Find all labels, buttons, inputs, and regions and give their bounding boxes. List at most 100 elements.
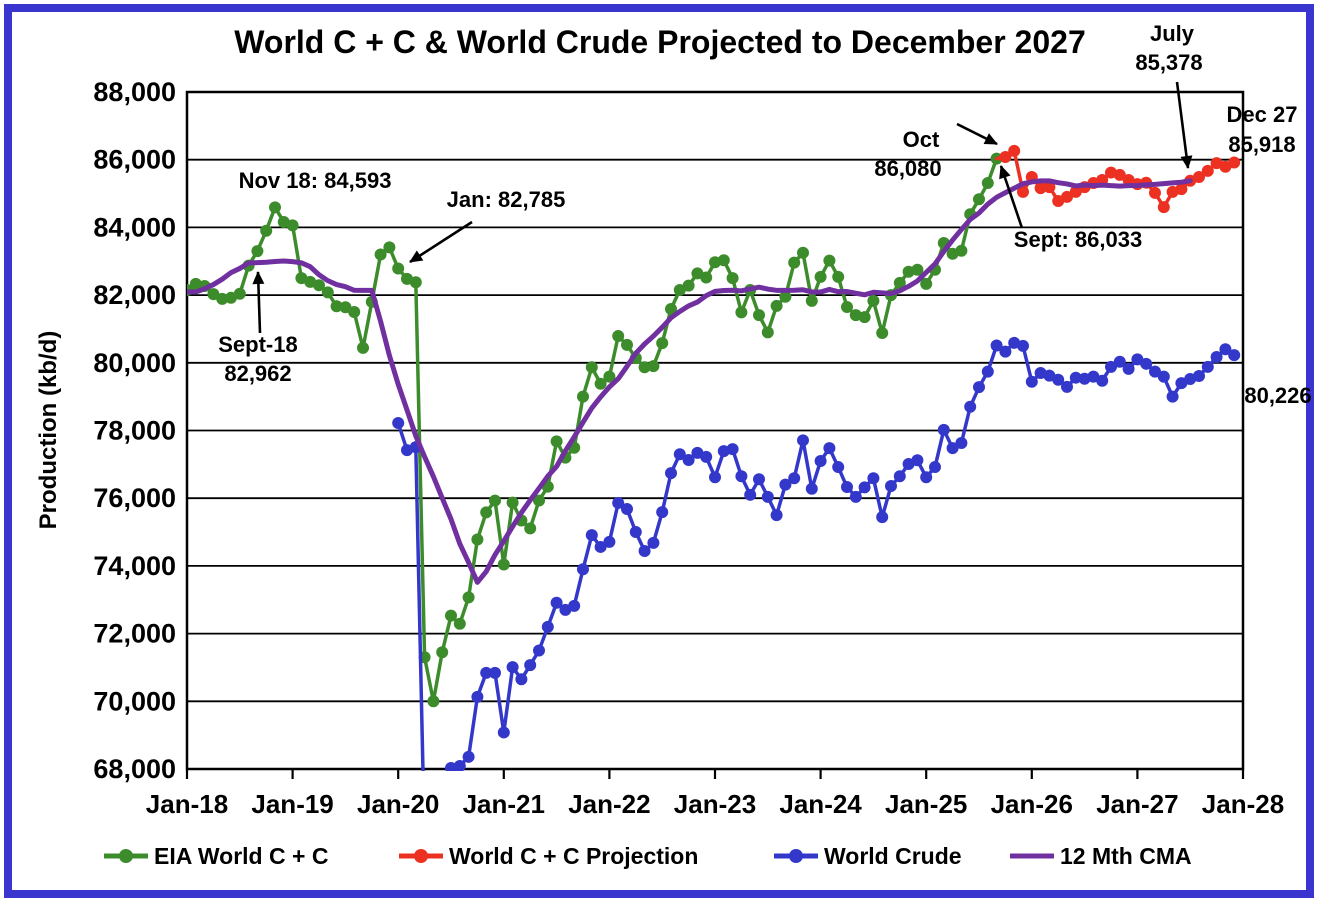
x-tick-label: Jan-22: [568, 789, 650, 819]
x-tick-label: Jan-26: [991, 789, 1073, 819]
series-eia-world-cc-point: [911, 263, 924, 276]
series-cc-projection-point: [1008, 144, 1021, 157]
series-world-crude-point: [392, 417, 405, 430]
annotation-text: 85,918: [1228, 132, 1295, 157]
series-eia-world-cc-point: [489, 494, 501, 507]
series-eia-world-cc-point: [392, 262, 405, 275]
y-axis-title: Production (kb/d): [35, 331, 62, 530]
series-world-crude-point: [964, 400, 977, 413]
series-eia-world-cc-point: [585, 361, 598, 374]
series-eia-world-cc-point: [497, 558, 510, 571]
series-world-crude-point: [885, 480, 897, 493]
series-eia-world-cc-point: [647, 360, 660, 373]
series-cc-projection-point: [1157, 201, 1170, 214]
series-world-crude-point: [955, 437, 968, 450]
series-world-crude-point: [1210, 351, 1223, 364]
annotation-text: Oct: [903, 127, 940, 152]
annotation-crude_end: 80,226: [1244, 383, 1311, 408]
annotation-text: 86,080: [874, 156, 941, 181]
series-eia-world-cc-point: [313, 279, 325, 292]
annotation-text: Jan: 82,785: [447, 187, 566, 212]
series-world-crude-point: [726, 443, 739, 456]
plot-border: [185, 90, 1245, 771]
x-tick-label: Jan-18: [146, 789, 228, 819]
series-cc-projection-point: [1061, 190, 1073, 203]
series-world-crude-point: [1025, 375, 1038, 388]
series-world-crude-point: [832, 461, 845, 474]
series-eia-world-cc-point: [770, 299, 783, 312]
series-eia-world-cc-point: [260, 224, 273, 237]
series-eia-world-cc-point: [753, 309, 765, 322]
series-eia-world-cc-point: [409, 276, 422, 289]
series-eia-world-cc-point: [867, 294, 880, 307]
series-eia-world-cc-point: [594, 377, 607, 390]
series-world-crude-point: [1219, 343, 1232, 356]
y-tick-label: 68,000: [93, 754, 176, 784]
series-cc-projection-point: [999, 150, 1012, 163]
annotation-text: 80,226: [1244, 383, 1311, 408]
series-world-crude-point: [990, 339, 1003, 352]
y-tick-label: 86,000: [93, 145, 176, 175]
series-eia-world-cc-point: [788, 256, 801, 269]
series-world-crude-point: [629, 526, 642, 539]
y-tick-label: 88,000: [93, 77, 176, 107]
series-world-crude-point: [577, 563, 589, 576]
series-world-crude-point: [638, 545, 651, 558]
y-tick-label: 80,000: [93, 348, 176, 378]
series-eia-world-cc-point: [269, 201, 281, 214]
x-tick-label: Jan-24: [779, 789, 862, 819]
annotation-text: Dec 27: [1227, 102, 1298, 127]
series-eia-world-cc-point: [814, 270, 827, 283]
annotation-jan20: Jan: 82,785: [409, 187, 566, 264]
series-cc-projection-point: [1113, 168, 1126, 181]
series-world-crude-point: [876, 511, 889, 524]
annotation-arrow: [999, 165, 1024, 229]
series-cc-projection-point: [1069, 185, 1082, 198]
series-world-crude-point: [1069, 371, 1082, 384]
series-eia-world-cc-point: [453, 617, 466, 630]
annotation-sept18: Sept-18 82,962: [218, 271, 298, 386]
series-world-crude-point: [929, 461, 941, 474]
legend-item-world-crude: World Crude: [774, 843, 962, 869]
y-tick-label: 74,000: [93, 551, 176, 581]
series-world-crude-point: [471, 690, 484, 703]
series-eia-world-cc-point: [445, 609, 457, 622]
series-world-crude-point: [656, 506, 669, 519]
y-tick-label: 82,000: [93, 280, 176, 310]
x-tick-label: Jan-27: [1096, 789, 1178, 819]
series-eia-world-cc-point: [251, 245, 264, 258]
series-world-crude-point: [709, 471, 721, 484]
series-world-crude-point: [1122, 362, 1135, 375]
y-tick-label: 72,000: [93, 619, 176, 649]
series-world-crude-point: [497, 726, 510, 739]
series-world-crude-point: [1201, 360, 1214, 373]
x-axis-tick-labels: Jan-18 Jan-19 Jan-20 Jan-21 Jan-22 Jan-23 Jan-…: [146, 769, 1284, 819]
series-eia-world-cc-point: [603, 370, 616, 383]
series-world-crude-point: [550, 596, 563, 609]
annotation-text: 85,378: [1135, 50, 1202, 75]
y-tick-label: 78,000: [93, 416, 176, 446]
x-tick-label: Jan-25: [885, 789, 967, 819]
annotation-oct25: Oct 86,080: [874, 122, 998, 181]
data-series: [187, 144, 1241, 771]
series-eia-world-cc-point: [805, 294, 818, 307]
series-world-crude-point: [647, 536, 660, 549]
annotation-july27: July 85,378: [1135, 21, 1203, 169]
legend-marker-dot: [119, 849, 133, 863]
series-world-crude-point: [682, 453, 695, 466]
series-eia-world-cc-point: [665, 302, 677, 315]
annotation-arrow: [956, 122, 998, 146]
series-eia-world-cc-point: [524, 522, 537, 535]
series-world-crude-point: [770, 509, 783, 522]
y-tick-label: 70,000: [93, 686, 176, 716]
series-world-crude-point: [849, 490, 862, 503]
series-eia-world-cc-point: [233, 287, 246, 300]
series-world-crude-point: [867, 472, 880, 485]
series-eia-world-cc-point: [471, 533, 484, 546]
legend-label: World Crude: [824, 843, 962, 869]
series-world-crude-point: [823, 442, 836, 455]
series-world-crude-point: [1228, 349, 1241, 362]
series-world-crude-point: [973, 381, 985, 394]
y-tick-label: 76,000: [93, 483, 176, 513]
series-world-crude-point: [673, 448, 686, 461]
